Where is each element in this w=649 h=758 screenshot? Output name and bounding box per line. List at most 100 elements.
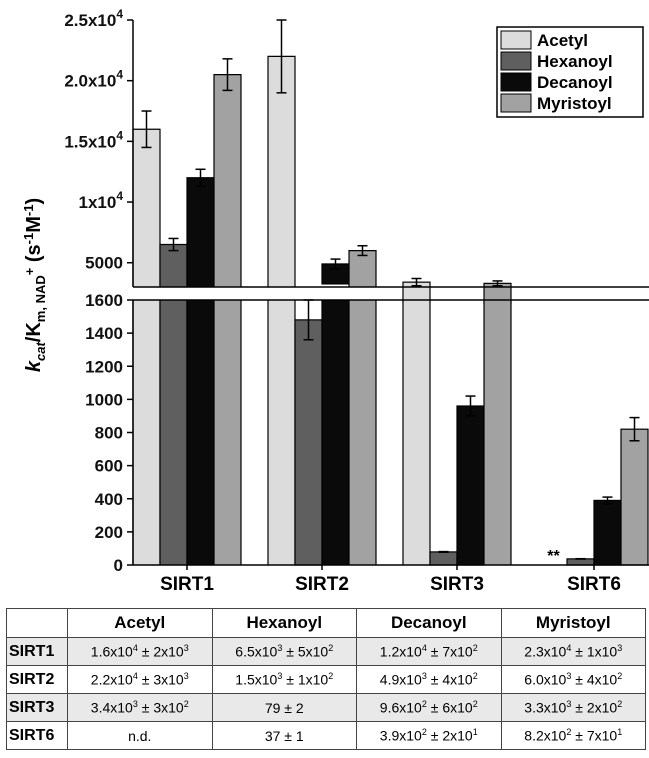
y-axis-label: kcat/Km, NAD+ (s-1M-1) <box>21 198 48 372</box>
bar-sirt1-hexanoyl-upper <box>160 244 187 287</box>
legend-label-acetyl: Acetyl <box>537 31 588 50</box>
bar-sirt2-acetyl-upper <box>268 56 295 288</box>
exponent: 2 <box>617 671 623 682</box>
bar-sirt6-myristoyl <box>620 428 649 566</box>
table-cell: 6.0x103 ± 4x102 <box>500 665 646 694</box>
exponent: 1 <box>617 727 623 738</box>
bar-sirt1-hexanoyl-lower <box>160 300 187 565</box>
exponent: 4 <box>132 643 138 654</box>
exponent: 2 <box>421 699 427 710</box>
column-header: Hexanoyl <box>211 608 357 638</box>
bar-sirt3-hexanoyl <box>429 551 458 566</box>
not-detected-annotation: ** <box>547 548 560 565</box>
exponent: 2 <box>617 699 623 710</box>
y-tick-label: 800 <box>95 424 123 443</box>
bar-sirt1-myristoyl-lower <box>214 300 241 565</box>
table-cell: 6.5x103 ± 5x102 <box>211 637 357 666</box>
legend-label-decanoyl: Decanoyl <box>537 73 613 92</box>
exponent: 2 <box>328 671 334 682</box>
exponent: 3 <box>277 643 283 654</box>
bar-sirt2-decanoyl-lower <box>322 300 349 565</box>
legend-label-myristoyl: Myristoyl <box>537 94 612 113</box>
y-tick-label: 600 <box>95 457 123 476</box>
table-corner <box>6 608 68 638</box>
lower-panel: ** <box>132 299 649 566</box>
y-tick-label: 5000 <box>85 254 123 273</box>
column-header: Acetyl <box>67 608 213 638</box>
exponent: 4 <box>566 643 572 654</box>
legend-swatch-myristoyl <box>500 93 532 113</box>
exponent: 2 <box>472 671 478 682</box>
table-header-row: Acetyl Hexanoyl Decanoyl Myristoyl <box>6 608 646 638</box>
exponent: 2 <box>472 699 478 710</box>
table-cell: 3.3x103 ± 2x102 <box>500 693 646 722</box>
exponent: 2 <box>472 643 478 654</box>
y-tick-label: 2.5x104 <box>64 7 123 30</box>
x-tick-label: SIRT3 <box>430 574 484 595</box>
bar-sirt1-acetyl-upper <box>133 129 160 287</box>
exponent: 4 <box>421 643 427 654</box>
y-tick-label: 1400 <box>85 324 123 343</box>
bar-sirt1-decanoyl-upper <box>187 177 214 287</box>
x-tick-label: SIRT6 <box>567 574 621 595</box>
bar-sirt2-acetyl-lower <box>268 300 295 565</box>
exponent: 4 <box>132 671 138 682</box>
y-tick-label: 400 <box>95 490 123 509</box>
bar-sirt2-hexanoyl <box>294 319 323 566</box>
table-cell: 3.9x102 ± 2x101 <box>356 721 502 750</box>
exponent: 3 <box>183 643 189 654</box>
exponent: 2 <box>566 727 572 738</box>
bar-sirt3-myristoyl-lower <box>484 300 511 565</box>
table-cell: 37 ± 1 <box>211 721 357 750</box>
column-header: Decanoyl <box>356 608 502 638</box>
bar-chart: ** 5000 1x104 1.5x104 2.0x104 2.5x104 0 200 40… <box>21 7 649 595</box>
legend: Acetyl Hexanoyl Decanoyl Myristoyl <box>496 26 644 118</box>
bar-sirt6-decanoyl <box>593 499 622 566</box>
table-cell: n.d. <box>67 721 213 750</box>
kinetics-table: Acetyl Hexanoyl Decanoyl Myristoyl SIRT1… <box>6 608 646 750</box>
table-cell: 1.2x104 ± 7x102 <box>356 637 502 666</box>
bar-sirt1-myristoyl-upper <box>214 74 241 287</box>
x-tick-label: SIRT2 <box>295 574 349 595</box>
exponent: 3 <box>277 671 283 682</box>
row-header: SIRT2 <box>6 665 68 694</box>
row-header: SIRT3 <box>6 693 68 722</box>
y-tick-label: 0 <box>114 556 123 575</box>
table-cell: 1.5x103 ± 1x102 <box>211 665 357 694</box>
table-row: SIRT6 n.d. 37 ± 1 3.9x102 ± 2x101 8.2x102 ± … <box>6 721 646 750</box>
legend-swatch-hexanoyl <box>500 51 532 71</box>
y-tick-label: 200 <box>95 523 123 542</box>
table-cell: 2.3x104 ± 1x103 <box>500 637 646 666</box>
legend-swatch-acetyl <box>500 30 532 50</box>
bar-sirt2-myristoyl-upper <box>349 250 376 287</box>
exponent: 3 <box>132 699 138 710</box>
bar-sirt1-acetyl-lower <box>133 300 160 565</box>
exponent: 1 <box>472 727 478 738</box>
table-row: SIRT1 1.6x104 ± 2x103 6.5x103 ± 5x102 1.2x1… <box>6 637 646 666</box>
bar-sirt6-hexanoyl <box>566 558 595 566</box>
exponent: 2 <box>183 699 189 710</box>
row-header: SIRT1 <box>6 637 68 666</box>
table-cell: 2.2x104 ± 3x103 <box>67 665 213 694</box>
exponent: 3 <box>566 671 572 682</box>
exponent: 3 <box>617 643 623 654</box>
table-row: SIRT3 3.4x103 ± 3x102 79 ± 2 9.6x102 ± 6x10… <box>6 693 646 722</box>
exponent: 2 <box>328 643 334 654</box>
table-cell: 4.9x103 ± 4x102 <box>356 665 502 694</box>
y-tick-label: 1200 <box>85 357 123 376</box>
column-header: Myristoyl <box>500 608 646 638</box>
y-tick-label: 1.5x104 <box>64 128 123 151</box>
legend-label-hexanoyl: Hexanoyl <box>537 52 613 71</box>
upper-panel <box>132 19 512 304</box>
lower-y-axis: 0 200 400 600 800 1000 1200 1400 1600 <box>85 291 649 575</box>
y-tick-label: 2.0x104 <box>64 68 123 91</box>
y-tick-label: 1x104 <box>78 189 123 212</box>
bar-sirt3-decanoyl <box>456 405 485 566</box>
table-cell: 79 ± 2 <box>211 693 357 722</box>
legend-swatch-decanoyl <box>500 72 532 92</box>
y-tick-label: 1000 <box>85 390 123 409</box>
exponent: 3 <box>566 699 572 710</box>
upper-y-axis: 5000 1x104 1.5x104 2.0x104 2.5x104 <box>64 7 649 288</box>
table-cell: 9.6x102 ± 6x102 <box>356 693 502 722</box>
table-cell: 3.4x103 ± 3x102 <box>67 693 213 722</box>
